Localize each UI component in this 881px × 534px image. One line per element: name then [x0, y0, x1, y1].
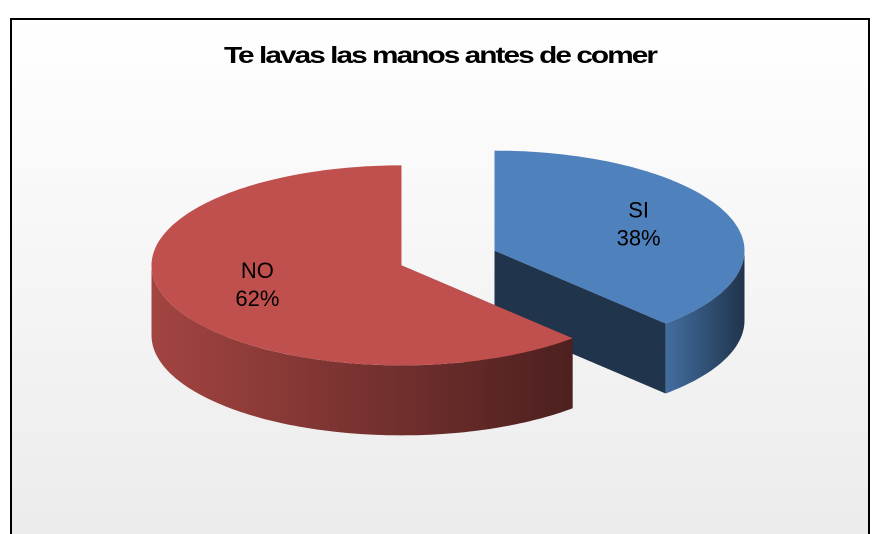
- labels: SI 38% NO 62%: [235, 198, 660, 311]
- pie: [151, 150, 745, 436]
- slice-top: [494, 150, 745, 324]
- slice-outer-side: [151, 265, 573, 436]
- pie-slice: [151, 165, 573, 436]
- slice-radial-side: [494, 250, 666, 394]
- slice-outer-side: [665, 250, 745, 394]
- chart-title: Te lavas las manos antes de comer: [224, 42, 658, 68]
- slice-value-label: 62%: [235, 286, 279, 311]
- slice-value-label: 38%: [617, 226, 661, 251]
- pie-slice: [494, 150, 745, 394]
- slice-top: [151, 165, 573, 366]
- slice-category-label: SI: [628, 198, 649, 223]
- slice-category-label: NO: [241, 258, 274, 283]
